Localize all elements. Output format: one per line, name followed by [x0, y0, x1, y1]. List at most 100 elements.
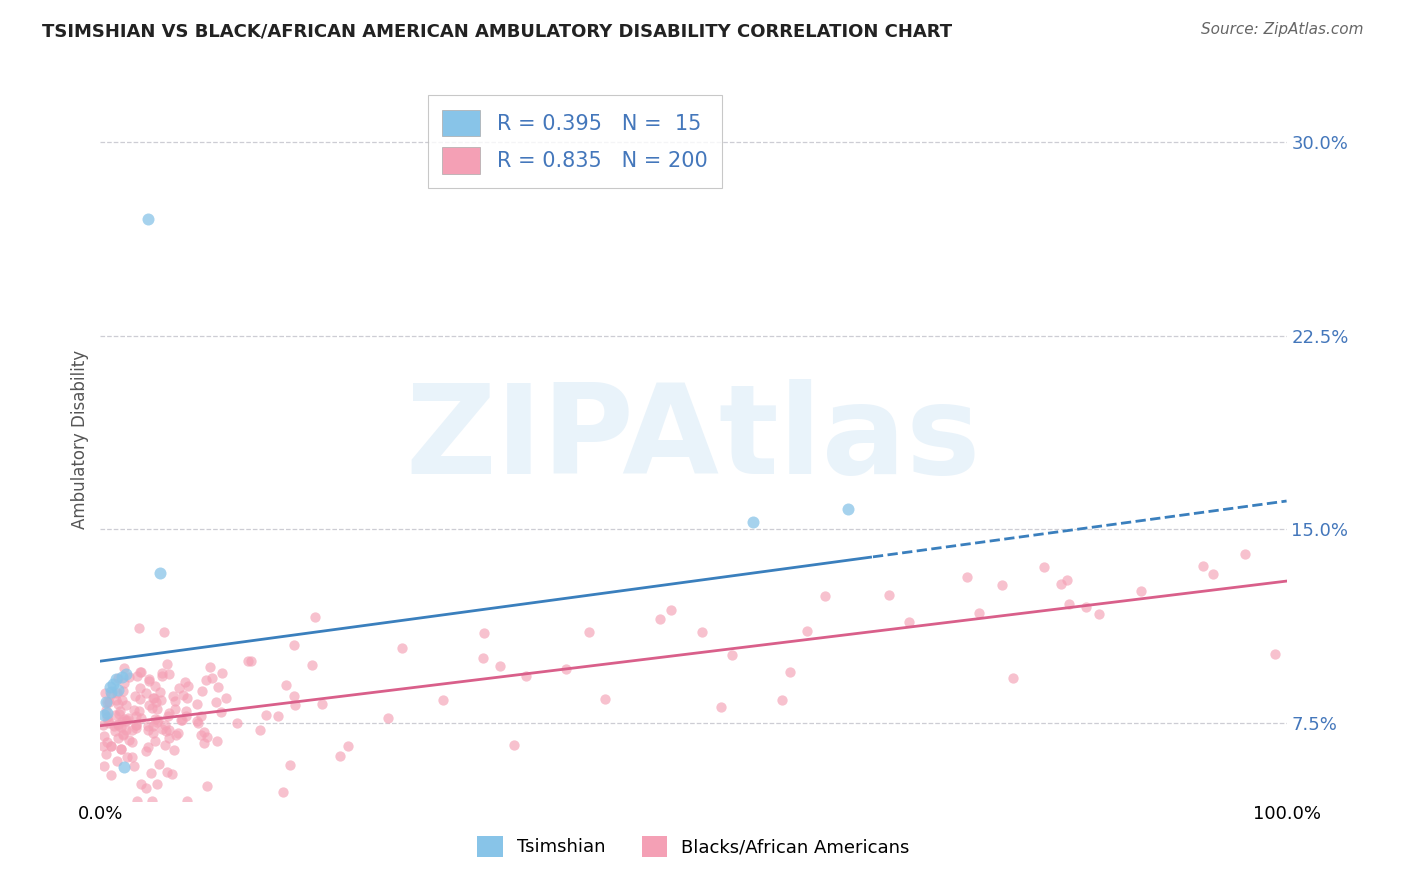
Point	[142, 726, 165, 740]
Point	[1234, 547, 1257, 561]
Point	[162, 689, 184, 703]
Point	[110, 742, 132, 756]
Text: Source: ZipAtlas.com: Source: ZipAtlas.com	[1201, 22, 1364, 37]
Point	[273, 785, 295, 799]
Point	[311, 697, 333, 711]
Point	[136, 739, 159, 754]
Point	[150, 693, 173, 707]
Point	[122, 703, 145, 717]
Point	[94, 686, 117, 700]
Point	[105, 693, 128, 707]
Point	[195, 779, 218, 793]
Point	[149, 566, 172, 581]
Point	[1192, 559, 1215, 574]
Point	[91, 739, 114, 753]
Point	[127, 794, 149, 808]
Point	[107, 682, 129, 697]
Point	[100, 739, 122, 753]
Point	[111, 727, 134, 741]
Point	[148, 714, 170, 728]
Point	[149, 684, 172, 698]
Point	[107, 686, 129, 700]
Point	[141, 765, 163, 780]
Point	[1056, 573, 1078, 587]
Point	[165, 728, 187, 742]
Point	[879, 588, 901, 602]
Point	[176, 794, 198, 808]
Point	[100, 739, 122, 753]
Point	[648, 612, 671, 626]
Point	[107, 718, 129, 732]
Point	[96, 735, 118, 749]
Point	[150, 665, 173, 680]
Point	[128, 704, 150, 718]
Point	[97, 715, 120, 730]
Point	[104, 724, 127, 739]
Point	[266, 709, 288, 723]
Point	[165, 702, 187, 716]
Point	[1088, 607, 1111, 622]
Point	[142, 691, 165, 706]
Point	[471, 650, 494, 665]
Point	[201, 671, 224, 685]
Point	[1057, 597, 1080, 611]
Point	[174, 704, 197, 718]
Point	[121, 734, 143, 748]
Point	[301, 658, 323, 673]
Point	[136, 212, 159, 227]
Point	[91, 718, 114, 732]
Point	[122, 759, 145, 773]
Point	[193, 724, 215, 739]
Point	[190, 709, 212, 723]
Point	[145, 702, 167, 716]
Point	[125, 717, 148, 731]
Point	[205, 734, 228, 748]
Point	[191, 684, 214, 698]
Point	[128, 621, 150, 635]
Point	[167, 681, 190, 695]
Point	[155, 718, 177, 732]
Point	[104, 672, 127, 686]
Point	[110, 741, 132, 756]
Point	[1264, 647, 1286, 661]
Point	[117, 710, 139, 724]
Point	[96, 695, 118, 709]
Point	[991, 577, 1014, 591]
Point	[578, 624, 600, 639]
Point	[249, 723, 271, 738]
Point	[157, 666, 180, 681]
Point	[118, 733, 141, 747]
Point	[593, 692, 616, 706]
Legend: R = 0.395   N =  15, R = 0.835   N = 200: R = 0.395 N = 15, R = 0.835 N = 200	[427, 95, 721, 188]
Point	[170, 713, 193, 727]
Point	[721, 648, 744, 663]
Point	[1129, 584, 1152, 599]
Text: ZIPAtlas: ZIPAtlas	[406, 378, 981, 500]
Point	[143, 679, 166, 693]
Point	[111, 728, 134, 742]
Point	[110, 720, 132, 734]
Point	[503, 739, 526, 753]
Point	[166, 726, 188, 740]
Point	[274, 678, 297, 692]
Point	[115, 723, 138, 737]
Point	[163, 742, 186, 756]
Point	[488, 659, 510, 673]
Point	[141, 794, 163, 808]
Point	[103, 677, 125, 691]
Point	[129, 777, 152, 791]
Point	[96, 747, 118, 761]
Point	[515, 669, 537, 683]
Point	[710, 700, 733, 714]
Point	[692, 624, 714, 639]
Point	[138, 698, 160, 713]
Point	[107, 698, 129, 712]
Point	[969, 606, 991, 620]
Point	[225, 716, 247, 731]
Point	[128, 692, 150, 706]
Point	[215, 690, 238, 705]
Point	[377, 711, 399, 725]
Point	[145, 734, 167, 748]
Point	[193, 736, 215, 750]
Point	[897, 615, 920, 629]
